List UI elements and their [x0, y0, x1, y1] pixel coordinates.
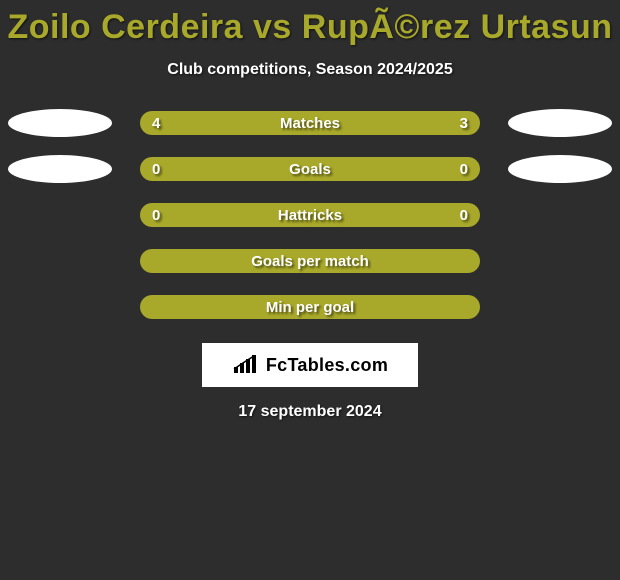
right-value: 3 — [460, 115, 468, 132]
page-title: Zoilo Cerdeira vs RupÃ©rez Urtasun — [7, 8, 612, 47]
stat-bar-hattricks: 0 Hattricks 0 — [140, 203, 480, 227]
fctables-logo-box: FcTables.com — [202, 343, 418, 387]
stat-label: Matches — [280, 115, 340, 132]
stat-bar-gpm: Goals per match — [140, 249, 480, 273]
fctables-logo-text: FcTables.com — [266, 355, 388, 376]
left-oval-goals — [8, 155, 112, 183]
left-value: 4 — [152, 115, 160, 132]
right-oval-matches — [508, 109, 612, 137]
right-value: 0 — [460, 161, 468, 178]
stat-label: Goals per match — [251, 253, 369, 270]
stat-bar-matches: 4 Matches 3 — [140, 111, 480, 135]
stat-row-goals-per-match: Goals per match — [0, 249, 620, 273]
stat-label: Min per goal — [266, 299, 354, 316]
date-text: 17 september 2024 — [238, 403, 381, 421]
stat-label: Goals — [289, 161, 331, 178]
stat-label: Hattricks — [278, 207, 342, 224]
stat-row-matches: 4 Matches 3 — [0, 111, 620, 135]
right-oval-goals — [508, 155, 612, 183]
stat-bar-mpg: Min per goal — [140, 295, 480, 319]
left-oval-matches — [8, 109, 112, 137]
page-subtitle: Club competitions, Season 2024/2025 — [167, 61, 452, 79]
stat-bar-goals: 0 Goals 0 — [140, 157, 480, 181]
infographic-container: Zoilo Cerdeira vs RupÃ©rez Urtasun Club … — [0, 0, 620, 421]
stat-rows: 4 Matches 3 0 Goals 0 0 Hattricks 0 — [0, 111, 620, 319]
left-value: 0 — [152, 161, 160, 178]
stat-row-goals: 0 Goals 0 — [0, 157, 620, 181]
stat-row-min-per-goal: Min per goal — [0, 295, 620, 319]
right-value: 0 — [460, 207, 468, 224]
left-value: 0 — [152, 207, 160, 224]
bar-chart-icon — [232, 355, 260, 375]
stat-row-hattricks: 0 Hattricks 0 — [0, 203, 620, 227]
